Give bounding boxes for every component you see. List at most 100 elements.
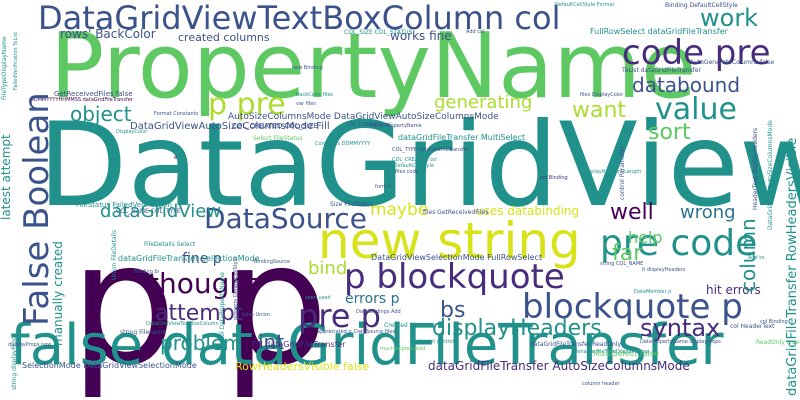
word: Add to [748, 255, 765, 261]
word: HeaderText displayHeaders [752, 127, 759, 210]
word: false dataGridFileTransfer [10, 313, 724, 378]
word: AutoSizeColumnsMode DataGridViewAutoSize… [228, 112, 499, 122]
word: dataGridFileTransfer SelectionMode [118, 254, 260, 263]
word: problem [160, 331, 243, 355]
word: new Binding [292, 65, 323, 71]
word: dataGridView [100, 201, 222, 222]
word: dataGridFileTransfer MultiSelect [398, 133, 526, 142]
word: DDMMYYYYHHMMSS dataGridFileTransfer [30, 97, 133, 103]
word: work [700, 4, 759, 32]
word: string Filename [120, 329, 167, 336]
word: AutoGenerateColumns false [690, 59, 775, 66]
word: displayHeaders Length [584, 169, 642, 175]
word: lt displayHeaders [642, 267, 686, 273]
word: wrong [680, 202, 736, 223]
word: var files [296, 101, 316, 107]
word: PropertyName [50, 14, 697, 119]
word: col HeaderText [730, 323, 775, 330]
word: name PropertyName [370, 123, 422, 129]
word: DisplayColor [116, 129, 148, 135]
word: files DisplayColor [580, 92, 624, 98]
word: SelectionMode DataGridViewSelectionMode [22, 361, 197, 370]
word: want [572, 98, 627, 123]
word: sort [648, 120, 691, 145]
word: COL_CREATED col [346, 122, 391, 128]
word: p pre [208, 87, 286, 122]
word: Add col [466, 29, 485, 35]
word: bs [440, 298, 466, 323]
word: dataGridFileTransfer AutoSizeColumnsMode [428, 359, 690, 373]
word: FailedVerification ToList [13, 31, 19, 90]
word: pre code [600, 223, 758, 264]
word: displayHeaders [432, 316, 602, 341]
word: FileTypeDisplayName [1, 36, 8, 100]
word: BindingSource [254, 259, 291, 265]
word: Format Constants [154, 111, 199, 117]
word: files GetReceivedFiles [423, 209, 489, 216]
word: help [628, 228, 663, 247]
word: errors p [345, 291, 400, 307]
word: files code [395, 169, 419, 175]
word: Union FileDetails [111, 229, 118, 280]
word: latest attempt [0, 134, 13, 220]
word: col DefaultCellStyle [385, 163, 434, 169]
word: DataGridViewAutoSizeColumnsMode [767, 120, 774, 230]
word: generating [434, 92, 533, 113]
word: attempt [155, 301, 244, 326]
word: Size FileStatus [330, 201, 374, 208]
word: ToList dataGridFileTransfer [622, 67, 701, 74]
word: form X [375, 184, 392, 190]
word: uses databinding [476, 204, 580, 218]
word: DataSource [204, 202, 368, 235]
word: e [174, 155, 178, 161]
word: DataMember p [634, 289, 672, 295]
word: col Binding [760, 319, 788, 325]
word: FileStatus FailedVerification [76, 201, 172, 209]
word: databound [632, 73, 741, 97]
word: Fill dataGridFileTransfer [252, 340, 346, 349]
word: column header [582, 381, 620, 387]
word: RowHeadersVisible false [235, 360, 370, 373]
word: code pre [622, 33, 771, 73]
word: Binding DefaultCellStyle [665, 2, 738, 9]
word: property DefaultCellStyle [233, 256, 239, 320]
word: target control [420, 339, 455, 345]
word: far [612, 241, 643, 266]
word: FileDetails Select [144, 241, 196, 248]
word: dataGridFileTransfer ReadOnly [530, 341, 621, 348]
word: blockquote p [522, 287, 743, 327]
word: MultiSelect false [593, 349, 659, 358]
word: COL_TYPE dataGridFileTransfer [392, 147, 469, 153]
word: well [610, 200, 654, 225]
word: int [258, 330, 285, 354]
word: GetReceivedFiles false [54, 90, 133, 98]
word: control Parameter [619, 146, 626, 200]
word: thought [148, 267, 259, 300]
word: string COL_NAME [600, 261, 644, 267]
word: Select FileStatus [253, 135, 303, 142]
word: DataGridViewSelectionMode FullRowSelect [371, 253, 543, 262]
word: DefaultCellStyle Format [555, 2, 615, 8]
word: FullRowSelect dataGridFileTransfer [590, 27, 728, 36]
word: maybe [370, 200, 429, 220]
word: Constants DDMMYYYY [315, 141, 371, 147]
word: hit errors [706, 283, 761, 297]
word: DataGridView [38, 98, 800, 233]
word: works fine [390, 29, 452, 43]
word: DataGridViewTextBoxColumn col [38, 0, 561, 37]
word: Created Size [384, 322, 422, 329]
word: dataGridFileTransfer RowHeadersVisible [785, 137, 800, 396]
word: p blockquote [344, 257, 565, 297]
word: ReadOnly true [756, 339, 800, 346]
word: manually created [51, 241, 65, 346]
word: pre p [298, 297, 381, 335]
word: COL_CREATED col [392, 157, 437, 163]
word: DataBindings Add [356, 309, 401, 315]
word: new string [318, 212, 581, 270]
word: value [655, 92, 737, 127]
word: COL_NAME COL_TYPE [116, 208, 181, 215]
word: col Binding [540, 175, 568, 181]
word: BackColor files [296, 92, 334, 98]
word: COL_SIZE COL_STATUS [344, 29, 413, 36]
